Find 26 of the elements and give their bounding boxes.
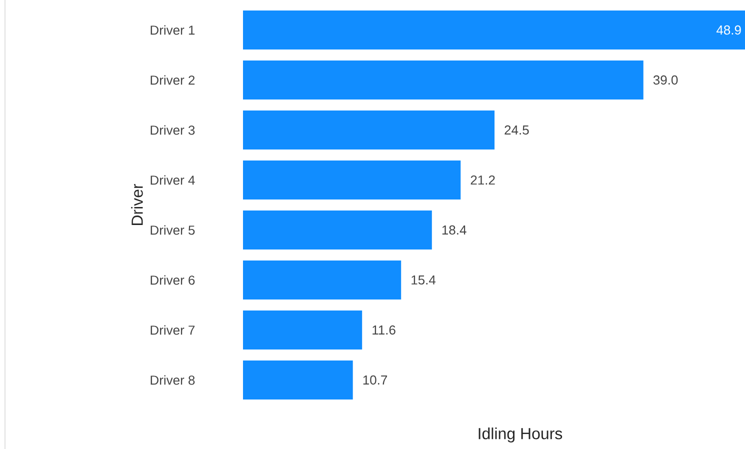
x-axis-title: Idling Hours (478, 428, 562, 442)
y-tick-label: Driver 4 (150, 175, 195, 185)
y-tick-label: Driver 2 (150, 75, 195, 85)
bar (243, 310, 362, 350)
bar (243, 110, 495, 150)
data-label: 10.7 (363, 375, 388, 385)
bar (243, 60, 644, 100)
y-tick-label: Driver 1 (150, 25, 195, 35)
bar (243, 360, 353, 400)
data-label: 24.5 (504, 125, 529, 135)
data-label: 21.2 (470, 175, 495, 185)
data-label: 15.4 (412, 275, 436, 285)
data-label: 48.9 (716, 25, 741, 35)
y-tick-label: Driver 7 (150, 325, 195, 335)
data-label: 18.4 (442, 225, 466, 235)
y-tick-label: Driver 5 (150, 225, 195, 235)
y-tick-label: Driver 6 (150, 275, 195, 285)
bar (243, 160, 461, 200)
data-label: 39.0 (653, 75, 678, 85)
y-axis-title: Driver (131, 184, 143, 226)
bar (243, 210, 432, 250)
y-tick-label: Driver 8 (150, 375, 195, 385)
bar (243, 260, 402, 300)
bar (243, 10, 745, 50)
data-label: 11.6 (372, 325, 396, 335)
y-tick-label: Driver 3 (150, 125, 195, 135)
